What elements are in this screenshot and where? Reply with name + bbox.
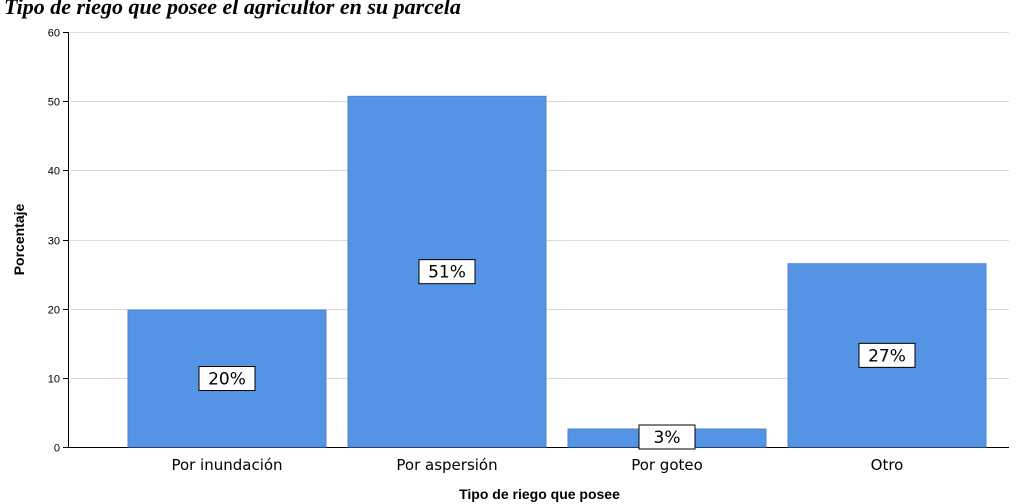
data-label: 27%	[868, 346, 906, 366]
x-tick-label: Por inundación	[171, 456, 282, 474]
x-axis-title: Tipo de riego que posee	[459, 486, 620, 502]
y-tick-label: 50	[48, 97, 60, 109]
data-label: 20%	[208, 370, 246, 390]
data-labels: 20% 51% 3% 27%	[198, 259, 916, 450]
data-label-box	[418, 259, 476, 285]
axes: 0 10 20 30 40 50 60 Por inundación Por aspersión…	[48, 28, 1009, 474]
y-tick-label: 0	[54, 443, 60, 455]
chart-caption: Tipo de riego que posee el agricultor en…	[0, 0, 1031, 26]
bars	[127, 95, 987, 448]
data-label-box	[858, 342, 916, 368]
x-tick-label: Por aspersión	[396, 456, 497, 474]
y-tick-label: 10	[48, 374, 60, 386]
y-tick-label: 40	[48, 166, 60, 178]
data-label: 3%	[654, 428, 681, 448]
y-tick-label: 30	[48, 236, 60, 248]
x-tick-label: Otro	[871, 456, 904, 474]
y-tick-label: 60	[48, 28, 60, 40]
y-axis-title: Porcentaje	[11, 203, 27, 275]
data-label: 51%	[428, 263, 466, 283]
data-label-box	[638, 424, 696, 450]
x-tick-label: Por goteo	[631, 456, 703, 474]
chart-caption-text: Tipo de riego que posee el agricultor en…	[4, 0, 461, 19]
data-label-box	[198, 366, 256, 392]
y-tick-label: 20	[48, 305, 60, 317]
